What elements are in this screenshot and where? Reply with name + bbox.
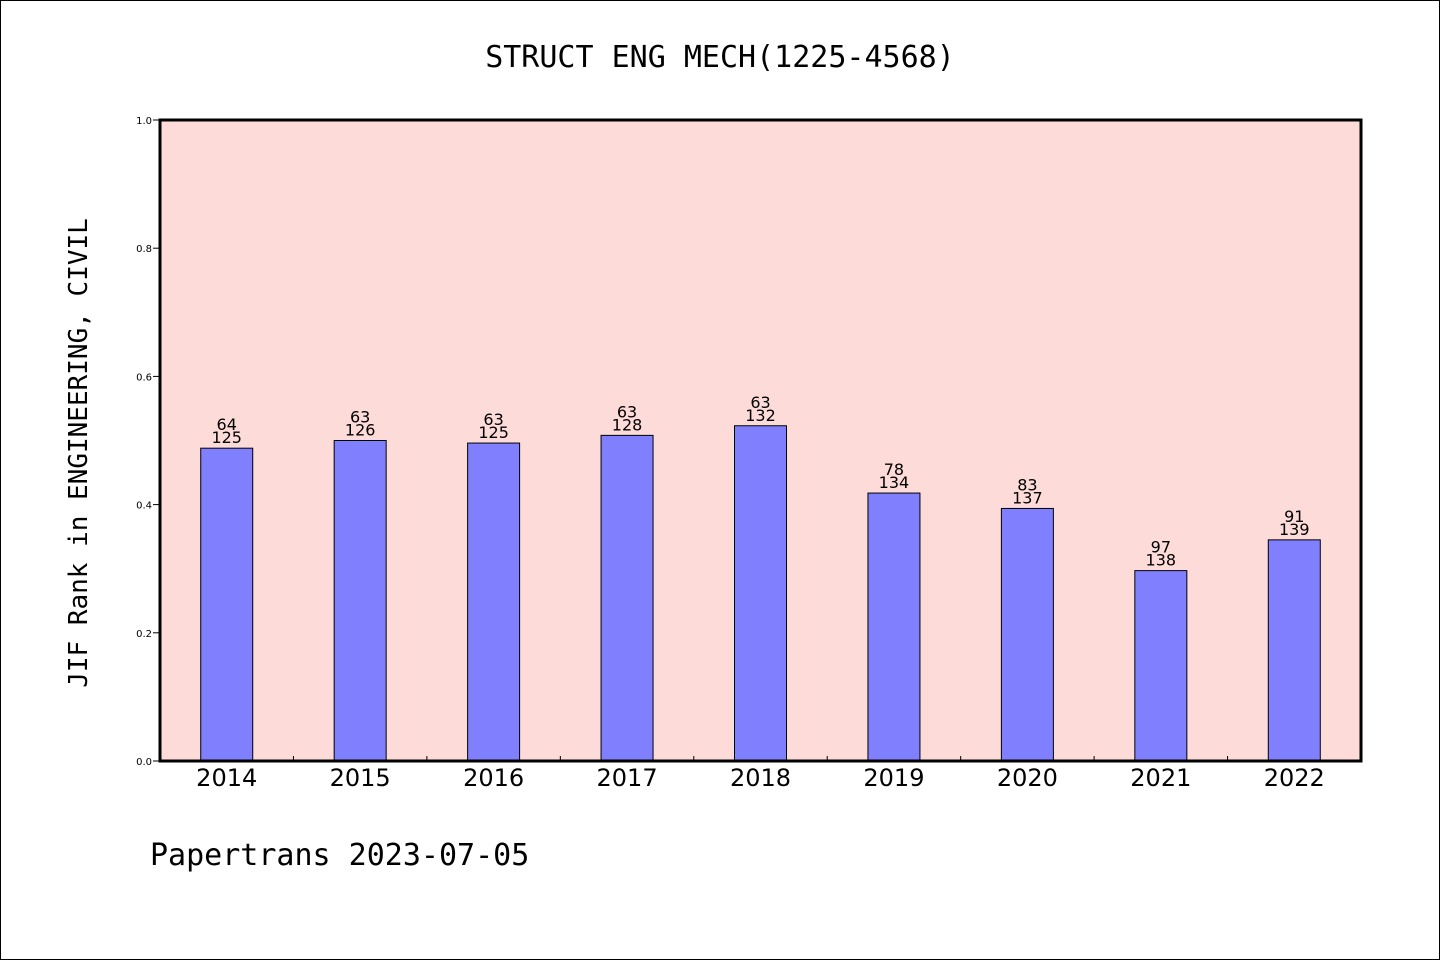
bar-rank-label: 63 — [350, 408, 370, 427]
x-tick-label: 2021 — [1130, 764, 1191, 792]
bar-2022 — [1267, 539, 1321, 762]
bar-rank-label: 91 — [1284, 507, 1304, 526]
bar-2014 — [200, 447, 254, 762]
bar-2019 — [867, 492, 921, 762]
x-axis: 2014 2015 2016 2017 2018 2019 2020 2021 2022 — [196, 756, 1325, 792]
x-tick-label: 2018 — [730, 764, 791, 792]
x-tick-label: 2019 — [863, 764, 924, 792]
bar-total-label: 138 — [1146, 551, 1177, 570]
y-tick-label: 0.2 — [136, 629, 152, 640]
y-axis-label: JIF Rank in ENGINEERING, CIVIL — [64, 218, 94, 688]
bar-2020 — [1000, 507, 1054, 762]
bar-total-label: 139 — [1279, 520, 1310, 539]
bar-total-label: 134 — [879, 473, 910, 492]
y-axis: 0.0 0.2 0.4 0.6 0.8 1.0 — [136, 116, 160, 768]
x-tick-label: 2017 — [597, 764, 658, 792]
chart-title: STRUCT ENG MECH(1225-4568) — [485, 40, 955, 75]
y-tick-label: 0.8 — [136, 244, 152, 255]
x-tick-label: 2020 — [997, 764, 1058, 792]
bar-total-label: 125 — [478, 423, 509, 442]
bar-2018 — [734, 425, 787, 762]
y-tick-label: 0.6 — [136, 372, 152, 383]
bar-rank-label: 97 — [1151, 538, 1171, 557]
x-tick-label: 2014 — [196, 764, 257, 792]
y-tick-label: 0.0 — [136, 757, 152, 768]
bar-total-label: 137 — [1012, 488, 1043, 507]
bar-2016 — [467, 442, 521, 762]
x-tick-label: 2016 — [463, 764, 524, 792]
footer-text: Papertrans 2023-07-05 — [150, 838, 529, 873]
bar-rank-label: 78 — [884, 460, 904, 479]
bar-total-label: 132 — [745, 406, 776, 425]
bar-rank-label: 83 — [1017, 475, 1037, 494]
y-tick-label: 1.0 — [136, 116, 152, 127]
bar-rank-label: 63 — [750, 393, 770, 412]
x-tick-label: 2015 — [330, 764, 391, 792]
bar-series — [200, 425, 1321, 762]
bar-2015 — [333, 440, 387, 762]
bar-total-label: 128 — [612, 415, 643, 434]
bar-rank-label: 63 — [617, 402, 637, 421]
bar-total-label: 126 — [345, 421, 376, 440]
bar-rank-label: 63 — [483, 410, 503, 429]
bar-2017 — [600, 434, 654, 762]
bar-2021 — [1134, 570, 1188, 762]
plot-border — [158, 118, 1363, 763]
x-tick-label: 2022 — [1264, 764, 1325, 792]
bar-rank-label: 64 — [217, 415, 237, 434]
bar-total-label: 125 — [211, 428, 242, 447]
y-tick-label: 0.4 — [136, 501, 152, 512]
